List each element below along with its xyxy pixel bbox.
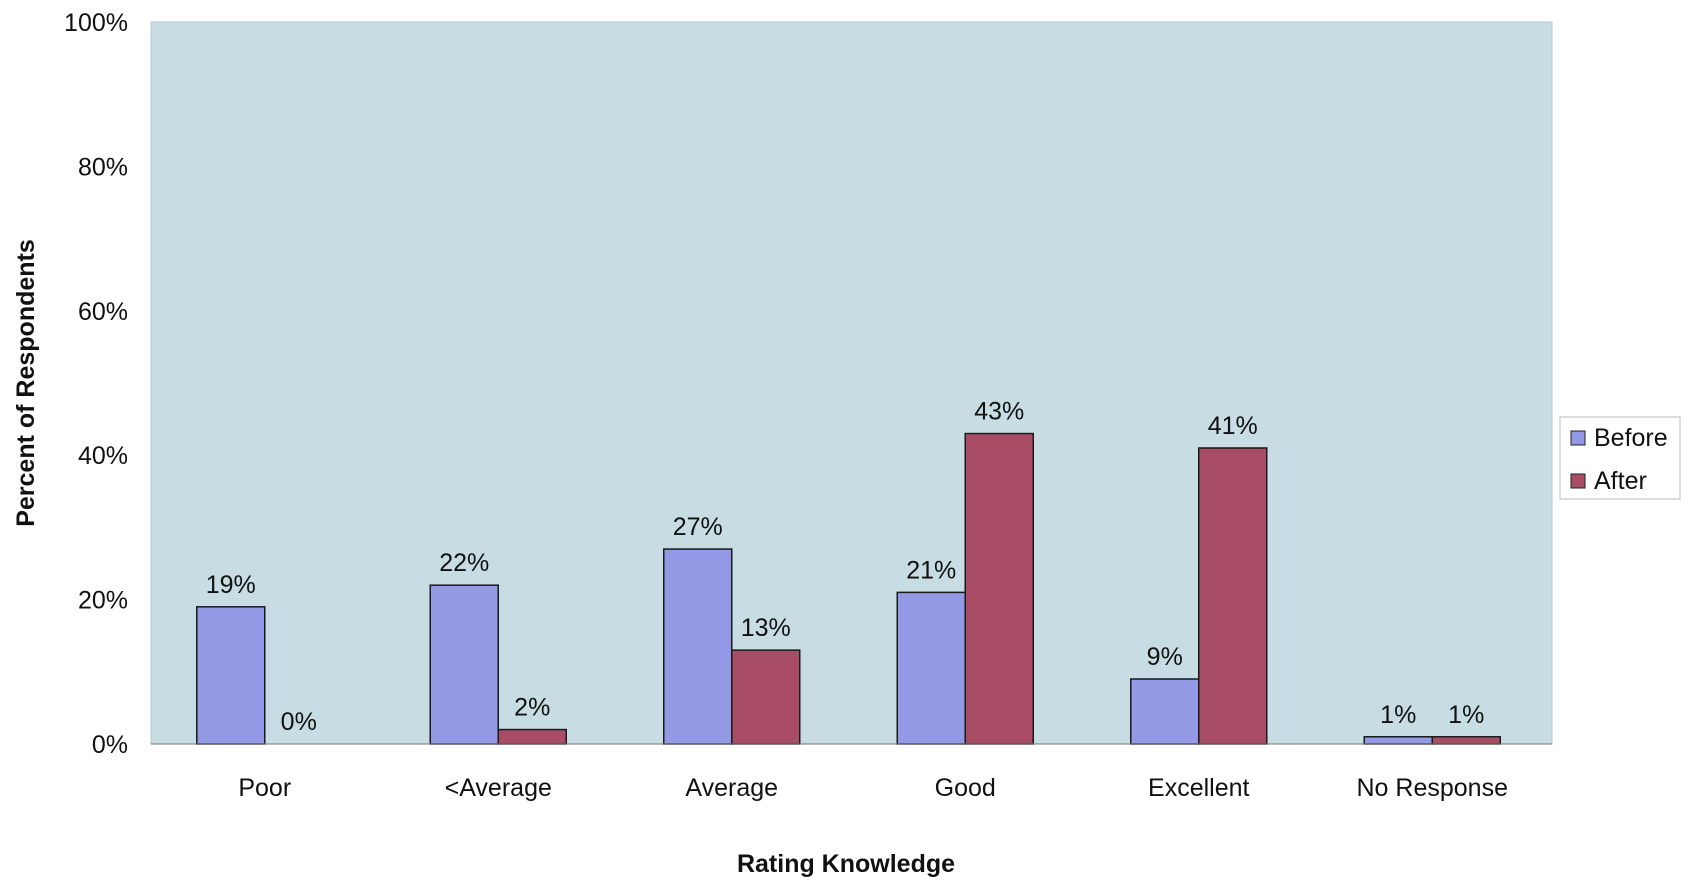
bar-after-4 <box>1198 447 1268 745</box>
bar-after-3 <box>964 432 1034 745</box>
bar-before-3 <box>896 591 966 745</box>
bar-before-5 <box>1363 736 1433 745</box>
legend-label-after: After <box>1594 467 1647 495</box>
data-label-before-1: 22% <box>439 549 489 577</box>
data-label-before-0: 19% <box>206 571 256 599</box>
x-tick-label: Average <box>685 774 778 802</box>
x-tick-label: Excellent <box>1148 774 1249 802</box>
data-label-after-0: 0% <box>281 708 317 736</box>
bar-before-0 <box>196 606 266 745</box>
legend-swatch-before <box>1570 430 1586 446</box>
bar-after-5 <box>1431 736 1501 745</box>
plot-area <box>150 21 1553 745</box>
y-tick-label: 40% <box>78 442 128 470</box>
x-axis-title: Rating Knowledge <box>737 850 955 878</box>
data-label-after-4: 41% <box>1208 412 1258 440</box>
bar-before-4 <box>1130 678 1200 745</box>
x-tick-label: Poor <box>238 774 291 802</box>
data-label-before-4: 9% <box>1147 643 1183 671</box>
bars <box>196 432 1501 745</box>
legend: Before After <box>1559 416 1681 500</box>
y-tick-label: 20% <box>78 587 128 615</box>
y-axis-ticks: 0% 20% 40% 60% 80% 100% <box>64 9 128 759</box>
data-label-after-2: 13% <box>741 614 791 642</box>
data-label-after-3: 43% <box>974 398 1024 426</box>
legend-swatch-after <box>1570 473 1586 489</box>
bar-before-2 <box>663 548 733 745</box>
bar-before-1 <box>429 584 499 745</box>
y-tick-label: 60% <box>78 298 128 326</box>
legend-label-before: Before <box>1594 424 1668 452</box>
data-label-after-1: 2% <box>514 694 550 722</box>
data-label-before-2: 27% <box>673 513 723 541</box>
y-tick-label: 0% <box>92 731 128 759</box>
data-labels: 19% 0% 22% 2% 27% 13% 21% 43% 9% 41% 1% 1% <box>206 398 1485 736</box>
bar-after-2 <box>731 649 801 745</box>
x-tick-label: No Response <box>1357 774 1508 802</box>
data-label-after-5: 1% <box>1448 701 1484 729</box>
x-tick-label: <Average <box>445 774 552 802</box>
data-label-before-5: 1% <box>1380 701 1416 729</box>
y-axis-title: Percent of Respondents <box>12 239 40 527</box>
data-label-before-3: 21% <box>906 556 956 584</box>
x-tick-label: Good <box>935 774 996 802</box>
y-tick-label: 100% <box>64 9 128 37</box>
bar-after-1 <box>497 728 567 745</box>
x-axis-ticks: Poor <Average Average Good Excellent No Respo… <box>238 774 1508 802</box>
y-tick-label: 80% <box>78 153 128 181</box>
